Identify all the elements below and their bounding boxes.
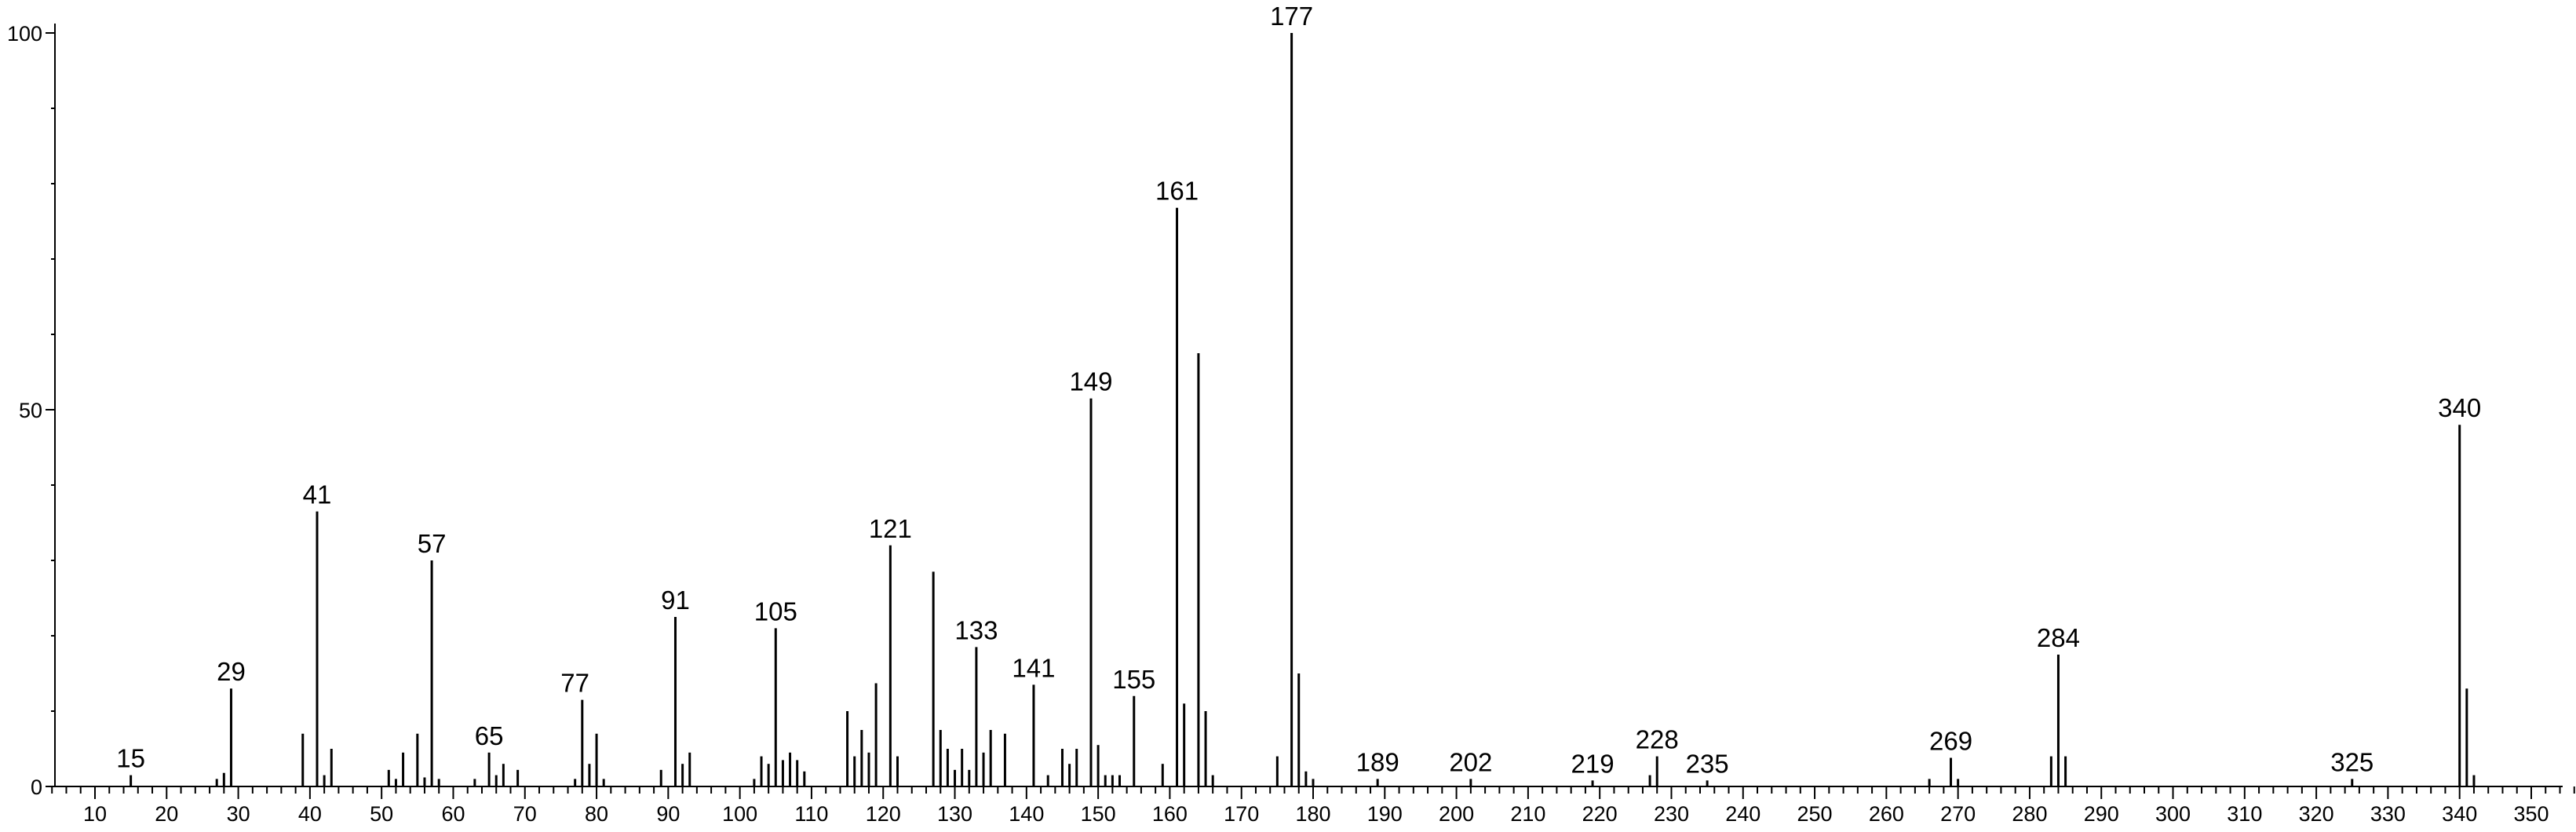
x-tick-label: 230 [1654,802,1689,826]
peak-label: 15 [116,744,145,773]
peak-label: 149 [1069,367,1112,396]
peak-label: 325 [2330,747,2373,776]
x-tick-label: 40 [298,802,322,826]
x-tick-label: 250 [1797,802,1833,826]
x-tick-label: 350 [2513,802,2549,826]
peak-label: 77 [560,669,589,698]
axes: 10 20 30 40 50 60 70 80 90 100 110 120 130 140 150 160 1… [7,22,2575,826]
y-axis-ticks: 0 50 100 [7,22,55,799]
x-tick-label: 50 [370,802,393,826]
peak-label: 133 [954,615,998,644]
x-tick-label: 120 [866,802,901,826]
peak-label: 340 [2438,393,2481,422]
x-tick-label: 330 [2370,802,2406,826]
x-tick-label: 270 [1940,802,1976,826]
x-tick-label: 90 [656,802,680,826]
peak-label: 57 [418,529,447,558]
x-tick-label: 30 [227,802,250,826]
spectrum-bars [130,33,2476,786]
x-tick-label: 290 [2084,802,2119,826]
peak-label: 284 [2037,623,2080,652]
peak-label: 177 [1270,2,1313,31]
peak-label: 235 [1686,749,1729,778]
x-tick-label: 20 [155,802,178,826]
peak-label: 105 [754,597,797,626]
peak-label: 91 [661,586,690,615]
x-tick-label: 310 [2227,802,2262,826]
x-tick-label: 180 [1295,802,1330,826]
x-tick-label: 110 [794,802,828,826]
peak-label: 189 [1356,747,1399,776]
y-tick-label: 0 [31,775,42,799]
x-tick-label: 70 [513,802,537,826]
peak-label: 65 [475,721,504,750]
x-tick-label: 160 [1152,802,1188,826]
y-tick-label: 100 [7,22,42,46]
peak-label: 269 [1929,727,1972,756]
peak-label: 161 [1155,177,1199,206]
peak-labels: 15 29 41 57 65 77 91 105 121 133 141 149 155 161 177 18… [116,2,2481,778]
x-tick-label: 300 [2155,802,2191,826]
peak-label: 141 [1012,653,1055,682]
x-tick-label: 80 [585,802,608,826]
x-tick-label: 280 [2012,802,2047,826]
peak-label: 155 [1112,665,1155,694]
x-tick-label: 320 [2299,802,2334,826]
x-tick-label: 170 [1224,802,1259,826]
peak-label: 29 [217,657,246,686]
x-tick-label: 130 [937,802,972,826]
x-tick-label: 10 [83,802,107,826]
x-tick-label: 190 [1367,802,1403,826]
x-tick-label: 150 [1081,802,1116,826]
x-tick-label: 140 [1009,802,1044,826]
x-tick-label: 220 [1582,802,1618,826]
peak-label: 121 [869,514,912,543]
x-tick-label: 60 [441,802,465,826]
x-axis-ticks: 10 20 30 40 50 60 70 80 90 100 110 120 130 140 150 160 1… [51,786,2575,826]
peak-label: 228 [1636,725,1679,754]
peak-label: 202 [1449,747,1492,776]
x-tick-label: 210 [1510,802,1545,826]
peak-label: 219 [1571,749,1615,778]
x-tick-label: 260 [1869,802,1904,826]
x-tick-label: 240 [1725,802,1761,826]
x-tick-label: 200 [1439,802,1474,826]
peak-label: 41 [303,480,332,509]
x-tick-label: 340 [2442,802,2477,826]
y-tick-label: 50 [19,399,42,422]
x-tick-label: 100 [722,802,757,826]
